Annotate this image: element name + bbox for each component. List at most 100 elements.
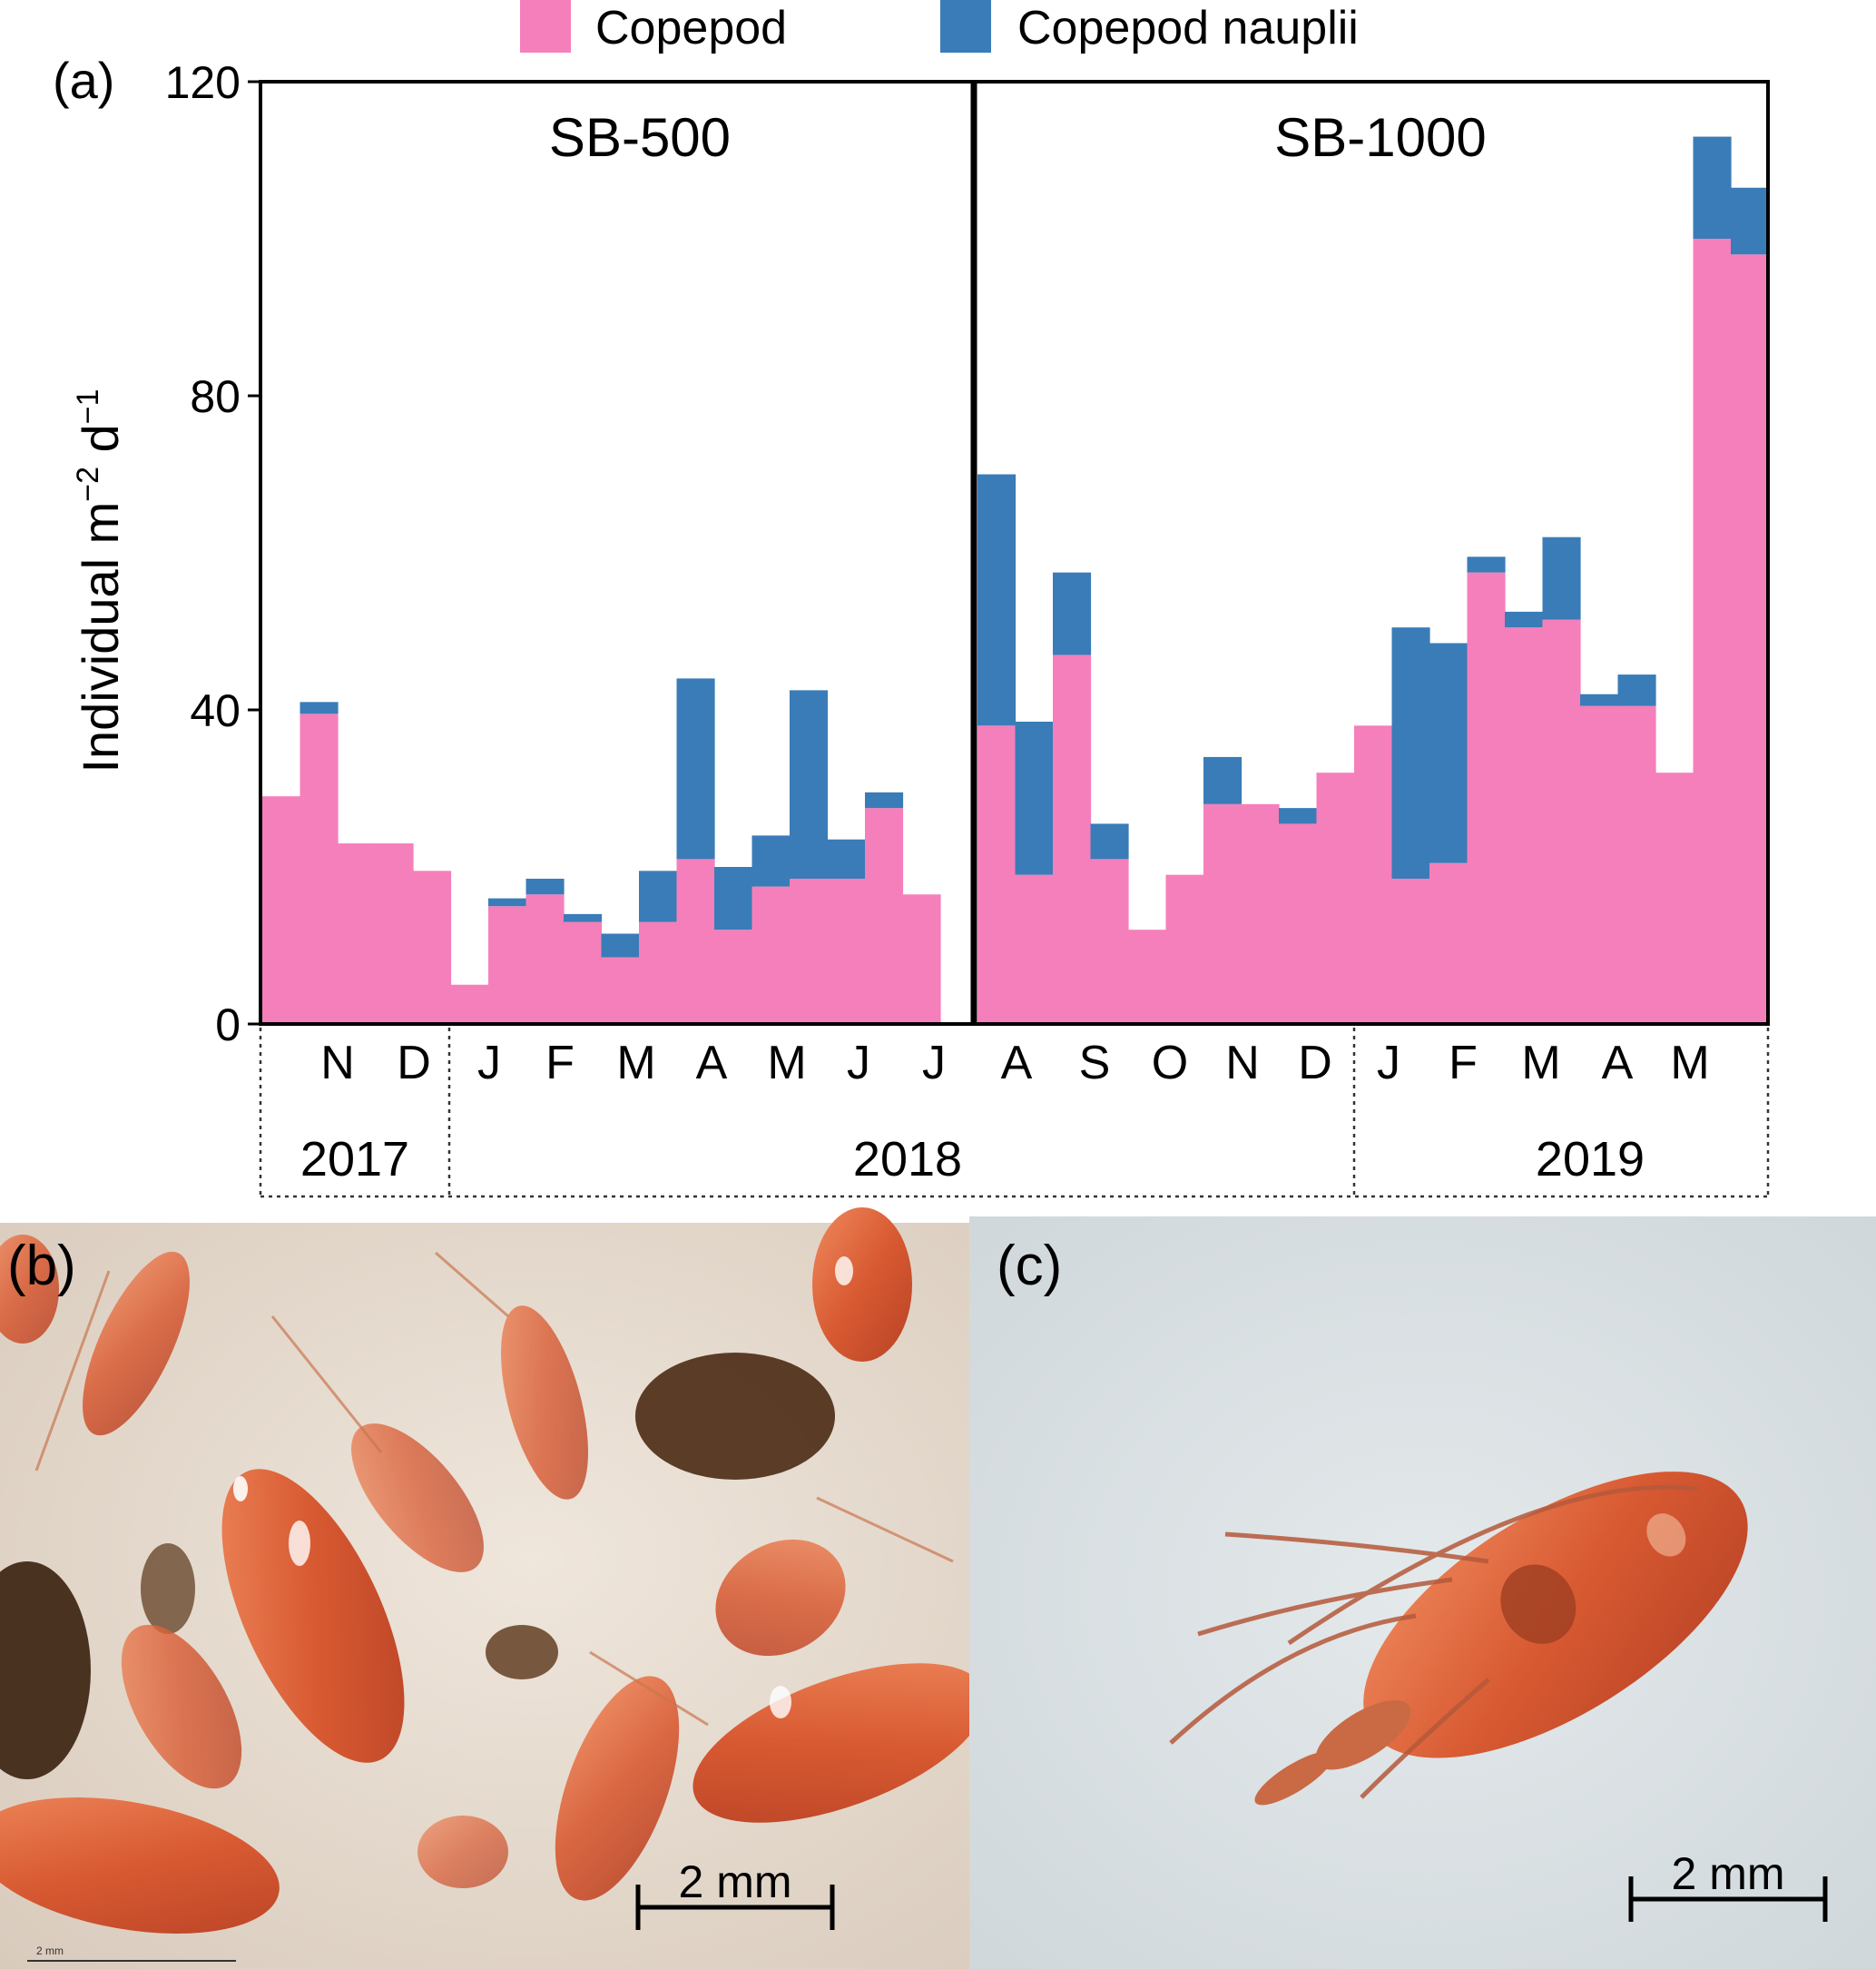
month-label: J [922,1037,946,1089]
bar-nauplii [488,898,527,907]
month-label: F [545,1037,575,1089]
bar-copepod [1128,930,1167,1024]
bar-copepod [1429,862,1468,1024]
month-label: J [477,1037,501,1089]
bar-nauplii [1015,721,1054,875]
bar-copepod [1655,773,1694,1024]
bar-copepod [977,725,1017,1024]
bar-nauplii [751,835,791,887]
bar-nauplii [1279,808,1318,824]
bar-nauplii [639,871,678,922]
bar-copepod [300,714,339,1024]
specular-highlight [770,1686,791,1718]
bar-copepod [676,859,715,1024]
legend-swatch-nauplii [940,0,991,53]
copepod-specimen [812,1207,912,1362]
y-tick-label: 0 [215,999,241,1050]
bar-copepod [488,906,527,1024]
year-label-2017: 2017 [300,1132,409,1186]
bar-nauplii [676,678,715,860]
bar-copepod [1279,823,1318,1024]
copepod-specimen [0,1235,59,1344]
copepod-specimen [715,1539,846,1657]
y-axis-label-unit2: d [72,424,129,467]
y-axis-label-exp2: −1 [71,389,105,424]
month-label: N [320,1037,355,1089]
bar-copepod [1203,803,1242,1024]
bar-copepod [1505,627,1544,1024]
bar-nauplii [525,878,565,895]
y-axis-label: Individual m−2 d−1 [71,389,129,773]
bar-copepod [790,878,829,1024]
debris-blob [486,1625,558,1679]
bar-copepod [1316,773,1355,1024]
bar-copepod [865,808,904,1024]
y-axis: 0 40 80 120 [165,57,260,1050]
copepod-specimen [1254,1472,1748,1806]
bar-copepod [1617,705,1656,1024]
copepod-specimen [501,1305,588,1500]
month-label: J [1377,1037,1400,1089]
month-label: D [1298,1037,1332,1089]
specular-highlight [233,1476,248,1501]
scale-bar-b-label: 2 mm [679,1856,792,1907]
bar-nauplii [1731,187,1770,255]
section-label-sb500: SB-500 [549,107,731,168]
month-label: A [1001,1037,1033,1089]
bars [262,136,1770,1024]
debris-blob [635,1353,835,1480]
bar-nauplii [1580,694,1619,706]
bar-copepod [902,894,941,1024]
copepod-specimen [0,1797,280,1934]
bar-copepod [450,984,489,1024]
month-label: M [767,1037,806,1089]
photo-c [969,1216,1876,1969]
month-label: A [1602,1037,1634,1089]
bar-copepod [1693,239,1732,1024]
copepod-specimen [121,1624,242,1789]
copepod-specimen [83,1251,190,1436]
copepod-specimen [417,1816,508,1888]
month-label: N [1225,1037,1260,1089]
bar-copepod [639,921,678,1024]
y-axis-label-main: Individual m [72,502,129,773]
month-label: J [847,1037,870,1089]
bar-copepod [1467,572,1506,1024]
bar-nauplii [1505,611,1544,628]
bar-copepod [1580,705,1619,1024]
bar-nauplii [1693,136,1732,239]
panel-label-c: (c) [997,1235,1062,1297]
bar-nauplii [1090,823,1129,860]
scale-bar-c-label: 2 mm [1672,1848,1785,1899]
bar-copepod [714,930,753,1024]
bar-nauplii [300,702,339,714]
bar-nauplii [564,913,603,922]
month-label: M [1670,1037,1709,1089]
bar-copepod [1015,874,1054,1024]
bar-copepod [262,796,301,1024]
section-label-sb1000: SB-1000 [1274,107,1487,168]
legend-label-copepod: Copepod [595,2,787,54]
bar-copepod [751,886,791,1024]
bar-nauplii [1429,643,1468,863]
copepod-specimen [221,1469,405,1763]
month-label: O [1152,1037,1188,1089]
month-label: M [616,1037,655,1089]
micro-scale-label: 2 mm [36,1944,64,1957]
bar-copepod [1542,619,1581,1024]
legend: Copepod Copepod nauplii [520,0,1359,54]
bar-copepod [1241,803,1280,1024]
bar-copepod [1391,878,1430,1024]
bar-copepod [375,843,414,1024]
legend-label-nauplii: Copepod nauplii [1017,2,1359,54]
month-label: D [397,1037,431,1089]
specular-highlight [835,1256,853,1285]
bar-nauplii [1542,537,1581,620]
debris-blob [141,1543,195,1634]
month-label: S [1079,1037,1111,1089]
y-tick-label: 40 [190,685,241,736]
month-label: M [1521,1037,1560,1089]
copepod-specimen [555,1676,680,1901]
y-tick-label: 80 [190,371,241,422]
